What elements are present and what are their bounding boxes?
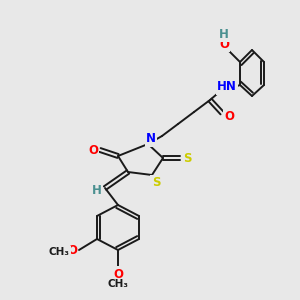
Text: CH₃: CH₃ xyxy=(49,247,70,257)
Text: H: H xyxy=(219,28,229,40)
Text: H: H xyxy=(92,184,102,196)
Text: O: O xyxy=(219,38,229,50)
Text: S: S xyxy=(183,152,191,164)
Text: HN: HN xyxy=(217,80,237,94)
Text: S: S xyxy=(152,176,160,190)
Text: CH₃: CH₃ xyxy=(107,279,128,289)
Text: O: O xyxy=(224,110,234,122)
Text: O: O xyxy=(88,143,98,157)
Text: O: O xyxy=(67,244,77,256)
Text: O: O xyxy=(113,268,123,281)
Text: N: N xyxy=(146,133,156,146)
